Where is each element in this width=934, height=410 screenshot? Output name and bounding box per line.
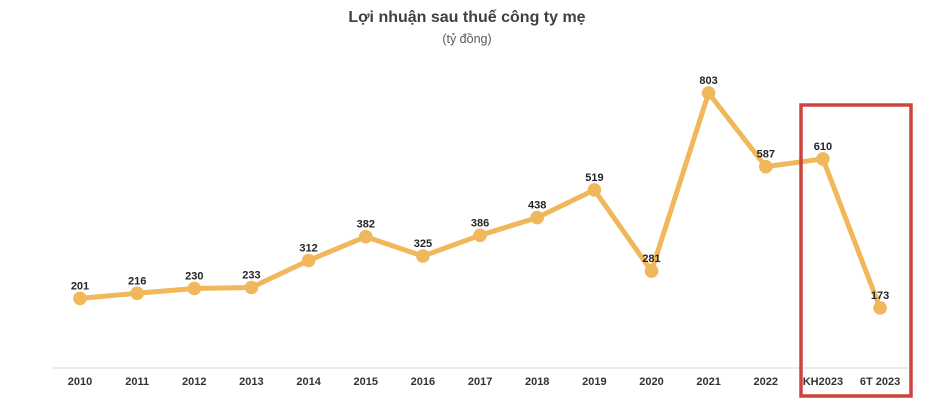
data-point-marker (587, 183, 602, 197)
data-value-label: 803 (699, 75, 717, 87)
data-point-marker (301, 253, 316, 268)
data-point-marker (187, 281, 202, 296)
data-value-label: 216 (128, 275, 146, 287)
data-point-marker (473, 228, 487, 243)
data-value-label: 610 (814, 141, 832, 153)
data-value-label: 201 (71, 280, 89, 292)
x-axis-label: KH2023 (803, 376, 843, 388)
data-point-marker (530, 210, 544, 225)
x-axis-label: 2016 (411, 376, 435, 388)
data-value-label: 386 (471, 217, 489, 229)
chart-title: Lợi nhuận sau thuế công ty mẹ (348, 9, 586, 26)
x-axis-label: 2014 (296, 376, 321, 388)
data-point-marker (73, 291, 87, 306)
x-axis-label: 2019 (582, 376, 606, 388)
data-point-marker (644, 264, 659, 278)
x-axis-label: 2020 (639, 376, 663, 388)
data-value-label: 587 (757, 149, 775, 161)
highlight-box (799, 103, 913, 398)
data-value-label: 382 (357, 219, 375, 231)
data-value-label: 233 (242, 270, 260, 282)
x-axis-label: 2022 (754, 376, 778, 388)
x-axis-label: 2013 (239, 376, 263, 388)
data-value-label: 312 (299, 243, 317, 255)
data-point-marker (130, 286, 144, 301)
data-value-label: 325 (414, 238, 432, 250)
x-axis-label: 2012 (182, 376, 206, 388)
x-axis-label: 2010 (68, 376, 92, 388)
data-value-label: 230 (185, 271, 203, 283)
x-axis-label: 2018 (525, 376, 549, 388)
data-point-marker (416, 249, 430, 263)
x-axis-label: 2015 (354, 376, 378, 388)
data-value-label: 438 (528, 200, 546, 212)
x-axis-label: 2017 (468, 376, 492, 388)
data-point-marker (244, 280, 259, 295)
data-point-marker (873, 301, 887, 315)
data-point-marker (816, 152, 830, 166)
data-value-label: 281 (642, 253, 660, 265)
data-value-label: 173 (871, 290, 889, 302)
x-axis-label: 2011 (125, 376, 149, 388)
data-point-marker (701, 86, 716, 100)
chart-subtitle: (tỷ đồng) (442, 32, 492, 46)
data-value-label: 519 (585, 172, 603, 184)
x-axis-label: 6T 2023 (860, 376, 900, 388)
data-point-marker (759, 159, 773, 174)
x-axis-label: 2021 (696, 376, 720, 388)
data-point-marker (359, 229, 373, 244)
